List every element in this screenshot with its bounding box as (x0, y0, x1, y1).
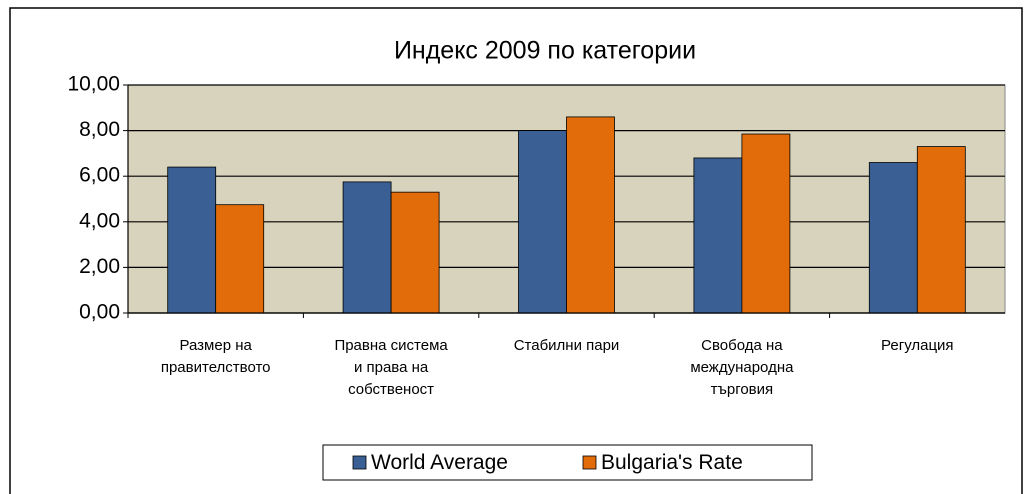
y-tick-label: 8,00 (79, 118, 120, 141)
bar (390, 191, 440, 314)
bar (518, 130, 567, 314)
y-tick-label: 6,00 (79, 164, 120, 187)
y-tick-label: 10,00 (67, 73, 120, 96)
bar (566, 116, 615, 314)
legend-swatch (352, 455, 367, 470)
bar (693, 157, 743, 314)
x-tick-label: Регулация (881, 337, 954, 354)
x-tick-label: Стабилни пари (513, 337, 620, 354)
y-tick-label: 0,00 (79, 301, 120, 324)
bar (342, 181, 392, 314)
y-tick-label: 2,00 (79, 255, 120, 278)
bar (741, 133, 791, 314)
y-tick-label: 4,00 (79, 209, 120, 232)
x-tick-label: Свобода на международна търговия (690, 337, 794, 398)
chart-title: Индекс 2009 по категории (394, 37, 696, 65)
bar (916, 146, 966, 314)
bar (868, 162, 918, 314)
x-tick-label: Размер на правителството (160, 337, 271, 376)
bar (215, 204, 265, 314)
legend-swatch (582, 455, 597, 470)
legend (322, 444, 813, 481)
legend-label: Bulgaria's Rate (601, 451, 743, 474)
x-tick-label: Правна система и права на собственост (334, 337, 448, 398)
bar (167, 166, 217, 314)
legend-label: World Average (371, 451, 508, 474)
